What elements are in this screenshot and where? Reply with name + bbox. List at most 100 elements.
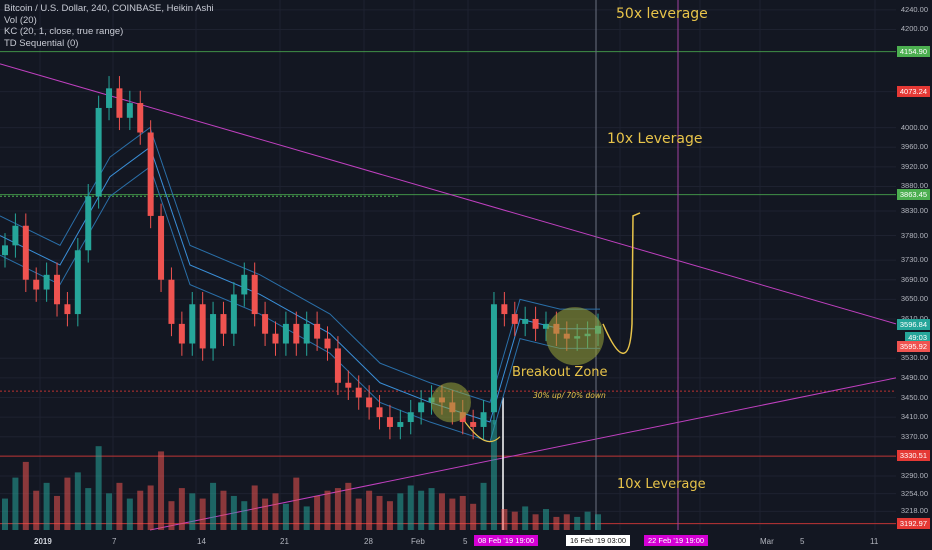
volume-bar (178, 488, 185, 530)
y-axis-tick: 3610.00 (901, 314, 928, 323)
candle-body (511, 314, 518, 324)
candle-body (230, 294, 237, 334)
y-axis-tick: 3690.00 (900, 274, 928, 284)
indicator-vol[interactable]: Vol (20) (4, 14, 37, 26)
volume-bar (386, 501, 393, 530)
keltner-upper (0, 126, 600, 404)
candle-body (490, 304, 497, 413)
y-axis-tick: 3254.00 (900, 488, 928, 498)
candle-body (64, 304, 71, 315)
candle-body (43, 274, 50, 290)
x-axis-tick: 5 (800, 537, 805, 546)
candle-body (282, 323, 289, 344)
candle-body (22, 225, 29, 280)
candle-body (470, 422, 477, 427)
y-axis-tick: 3530.00 (900, 353, 928, 363)
volume-bar (511, 511, 518, 530)
candle-body (2, 245, 8, 256)
price-tag: 3330.51 (896, 450, 930, 462)
candle-body (397, 422, 404, 427)
volume-bar (303, 506, 310, 530)
volume-bar (210, 482, 217, 530)
x-axis-tick: 11 (870, 537, 879, 546)
candle-body (366, 397, 373, 408)
candle-body (334, 348, 341, 383)
candle-body (501, 304, 508, 315)
volume-bar (2, 498, 8, 530)
volume-bar (428, 488, 435, 530)
candle-body (303, 323, 310, 344)
candle-body (418, 402, 425, 413)
y-axis-tick: 3880.00 (900, 181, 928, 191)
volume-bar (199, 498, 206, 530)
candle-body (147, 132, 154, 216)
keltner-lower (0, 166, 600, 443)
volume-bar (407, 485, 414, 530)
volume-bar (168, 501, 175, 530)
volume-bar (116, 482, 123, 530)
annotation-text: 10x Leverage (607, 131, 703, 147)
volume-bar (480, 482, 487, 530)
volume-bar (397, 493, 404, 530)
candle-body (210, 314, 217, 349)
volume-bar (334, 488, 341, 530)
price-tag: 49:03 (905, 331, 930, 343)
y-axis-tick: 4200.00 (900, 24, 928, 34)
y-axis-tick: 4240.00 (900, 4, 928, 14)
candle-body (74, 250, 81, 315)
y-axis-tick: 3920.00 (900, 161, 928, 171)
candle-body (33, 279, 40, 290)
volume-bar (532, 514, 539, 530)
y-axis-tick: 3370.00 (900, 431, 928, 441)
volume-bar (355, 498, 362, 530)
candle-body (262, 314, 269, 334)
volume-bar (345, 482, 352, 530)
candle-body (376, 407, 383, 418)
candle-body (345, 382, 352, 388)
chart-legend: Bitcoin / U.S. Dollar, 240, COINBASE, He… (4, 3, 214, 49)
candle-body (220, 314, 227, 334)
volume-bar (449, 498, 456, 530)
y-axis-tick: 3290.00 (900, 471, 928, 481)
descending-trendline (0, 63, 897, 325)
candle-body (158, 215, 165, 280)
x-axis-tick: Feb (411, 537, 425, 546)
volume-bar (126, 498, 133, 530)
volume-bar (574, 516, 581, 530)
candle-body (480, 412, 487, 427)
volume-bar (459, 495, 466, 530)
candle-body (85, 196, 92, 251)
candle-body (126, 103, 133, 118)
volume-bar (418, 490, 425, 530)
volume-bar (230, 495, 237, 530)
x-axis-tick: 2019 (34, 537, 52, 546)
candle-body (95, 107, 102, 197)
indicator-kc[interactable]: KC (20, 1, close, true range) (4, 26, 124, 37)
volume-bar (106, 493, 113, 530)
indicator-td[interactable]: TD Sequential (0) (4, 37, 79, 49)
volume-bar (584, 511, 591, 530)
y-axis-tick: 3450.00 (900, 392, 928, 402)
volume-bar (490, 420, 497, 530)
candle-body (54, 274, 61, 305)
candle-body (241, 274, 248, 295)
candle-body (355, 387, 362, 398)
volume-bar (137, 490, 144, 530)
volume-bar (43, 482, 50, 530)
candle-body (168, 279, 175, 324)
volume-bar (470, 503, 477, 530)
price-tag: 4154.90 (896, 45, 930, 57)
volume-bar (220, 490, 227, 530)
volume-bar (553, 516, 560, 530)
volume-bar (189, 493, 196, 530)
y-axis-tick: 3490.00 (900, 372, 928, 382)
y-axis-tick: 3410.00 (900, 412, 928, 422)
volume-bar (251, 485, 258, 530)
projection-small (464, 421, 501, 443)
candle-body (189, 304, 196, 344)
candle-body (116, 88, 123, 118)
volume-bar (33, 490, 40, 530)
price-tag: 3192.97 (896, 517, 930, 529)
